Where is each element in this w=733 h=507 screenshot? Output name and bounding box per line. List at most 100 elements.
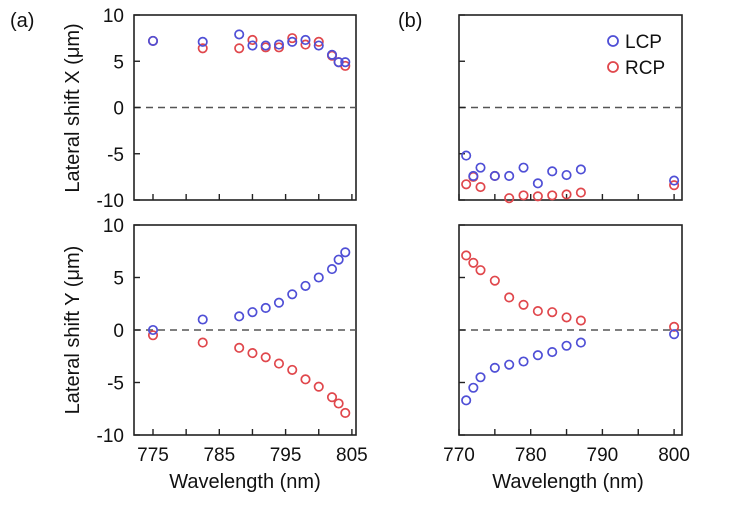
point-lcp bbox=[489, 362, 500, 373]
point-lcp bbox=[300, 280, 311, 291]
point-rcp bbox=[461, 250, 472, 261]
subplot-4: 770 780 790 800 bbox=[443, 224, 690, 466]
point-lcp bbox=[461, 150, 472, 161]
point-lcp bbox=[147, 324, 159, 336]
y-axis-title-top: Lateral shift X (μm) bbox=[62, 23, 84, 192]
point-lcp bbox=[575, 337, 586, 348]
point-lcp bbox=[197, 314, 208, 325]
y-axis-title-bottom: Lateral shift Y (μm) bbox=[62, 246, 84, 415]
point-rcp bbox=[518, 190, 529, 201]
point-rcp bbox=[504, 193, 515, 204]
x-tick-label: 800 bbox=[658, 445, 690, 466]
point-rcp bbox=[313, 36, 324, 47]
point-lcp bbox=[260, 40, 271, 51]
point-lcp bbox=[260, 302, 271, 313]
point-lcp bbox=[197, 36, 208, 47]
point-rcp bbox=[518, 299, 529, 310]
y-tick-label: -5 bbox=[107, 145, 124, 166]
panel-label-b: (b) bbox=[398, 10, 422, 32]
point-lcp bbox=[669, 175, 680, 186]
point-rcp bbox=[475, 265, 486, 276]
x-tick-label: 775 bbox=[137, 445, 169, 466]
point-rcp bbox=[669, 321, 680, 332]
point-lcp bbox=[504, 359, 515, 370]
point-rcp bbox=[669, 180, 680, 191]
point-rcp bbox=[247, 348, 258, 359]
y-tick-label: -10 bbox=[97, 191, 124, 212]
point-lcp bbox=[313, 272, 324, 283]
subplot-3: 10 5 0 -5 -10 775 785 795 805 bbox=[97, 216, 368, 466]
point-rcp bbox=[575, 315, 586, 326]
point-lcp bbox=[468, 170, 479, 181]
point-lcp bbox=[468, 382, 479, 393]
y-tick-label: 10 bbox=[103, 216, 124, 237]
x-axis-title-left: Wavelength (nm) bbox=[169, 471, 321, 493]
point-lcp bbox=[333, 57, 344, 68]
point-rcp bbox=[468, 257, 479, 268]
point-lcp bbox=[475, 372, 486, 383]
y-tick-label: 5 bbox=[113, 269, 124, 290]
point-lcp bbox=[147, 35, 159, 46]
point-lcp bbox=[547, 346, 558, 358]
point-rcp bbox=[260, 352, 271, 363]
point-rcp bbox=[287, 364, 298, 375]
point-lcp bbox=[518, 162, 529, 173]
x-tick-label: 790 bbox=[587, 445, 619, 466]
point-rcp bbox=[547, 190, 558, 201]
point-lcp bbox=[340, 247, 351, 258]
point-rcp bbox=[489, 275, 500, 286]
point-lcp bbox=[247, 307, 258, 318]
point-lcp bbox=[504, 170, 515, 181]
point-rcp bbox=[234, 342, 245, 353]
point-rcp bbox=[147, 330, 159, 341]
point-rcp bbox=[313, 381, 324, 392]
point-lcp bbox=[234, 311, 245, 322]
point-rcp bbox=[247, 34, 258, 46]
point-rcp bbox=[273, 358, 285, 369]
legend: LCP RCP bbox=[607, 32, 665, 79]
point-lcp bbox=[273, 39, 285, 50]
point-rcp bbox=[532, 306, 543, 317]
y-tick-label: 5 bbox=[113, 52, 124, 73]
point-lcp bbox=[300, 34, 311, 46]
point-rcp bbox=[234, 43, 245, 54]
x-axis-title-right: Wavelength (nm) bbox=[492, 471, 644, 493]
y-tick-label: 0 bbox=[113, 99, 124, 120]
y-tick-label: -5 bbox=[107, 374, 124, 395]
point-rcp bbox=[287, 33, 298, 44]
x-tick-label: 805 bbox=[336, 445, 368, 466]
point-rcp bbox=[547, 307, 558, 318]
x-tick-label: 785 bbox=[203, 445, 235, 466]
y-tick-label: 0 bbox=[113, 321, 124, 342]
panel-label-a: (a) bbox=[10, 10, 34, 32]
point-lcp bbox=[313, 40, 324, 51]
point-lcp bbox=[247, 40, 258, 51]
point-lcp bbox=[234, 29, 245, 40]
point-rcp bbox=[532, 191, 543, 202]
y-tick-label: 10 bbox=[103, 6, 124, 27]
point-lcp bbox=[518, 356, 529, 367]
point-rcp bbox=[333, 398, 344, 409]
point-rcp bbox=[561, 312, 572, 323]
point-rcp bbox=[197, 337, 208, 348]
point-rcp bbox=[575, 187, 586, 198]
point-lcp bbox=[489, 170, 500, 181]
x-tick-label: 795 bbox=[270, 445, 302, 466]
point-lcp bbox=[532, 350, 543, 361]
point-rcp bbox=[197, 43, 208, 54]
point-lcp bbox=[575, 164, 586, 175]
point-lcp bbox=[273, 297, 285, 308]
subplot-1: 10 5 0 -5 -10 bbox=[97, 6, 357, 212]
point-lcp bbox=[561, 169, 572, 181]
legend-label-lcp: LCP bbox=[625, 32, 662, 53]
point-rcp bbox=[300, 374, 311, 385]
x-tick-label: 770 bbox=[443, 445, 475, 466]
point-lcp bbox=[333, 254, 344, 265]
point-rcp bbox=[504, 292, 515, 303]
point-lcp bbox=[669, 329, 680, 340]
point-lcp bbox=[547, 166, 558, 177]
point-lcp bbox=[340, 57, 351, 68]
point-lcp bbox=[532, 178, 543, 189]
point-rcp bbox=[475, 182, 486, 193]
